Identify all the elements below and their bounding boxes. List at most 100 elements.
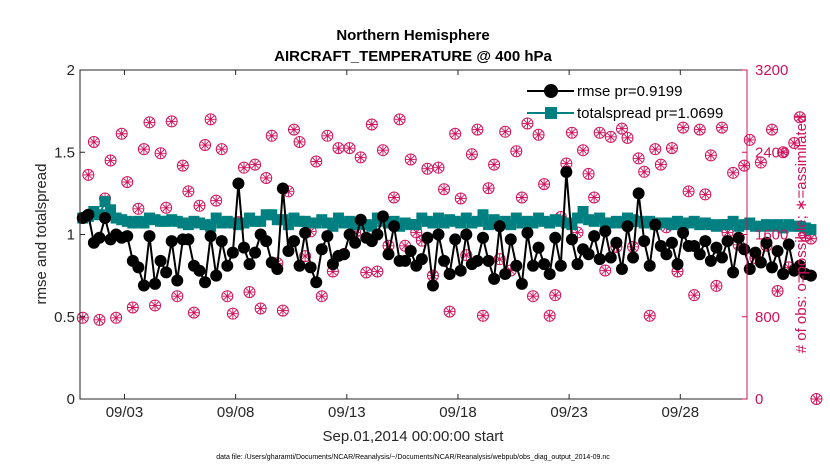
totalspread-marker — [149, 214, 161, 226]
obs-count-marker — [699, 188, 712, 201]
obs-count-marker — [204, 113, 217, 126]
rmse-marker — [287, 235, 300, 248]
totalspread-marker — [666, 219, 678, 231]
rmse-marker — [582, 248, 595, 261]
totalspread-marker — [232, 219, 244, 231]
rmse-marker — [521, 226, 534, 239]
rmse-marker — [443, 267, 456, 280]
obs-count-marker — [588, 191, 601, 204]
obs-count-marker — [632, 152, 645, 165]
y-right-tick-label: 0 — [755, 391, 763, 408]
totalspread-marker — [660, 217, 672, 229]
totalspread-marker — [160, 215, 172, 227]
rmse-marker — [182, 233, 195, 246]
obs-count-marker — [182, 185, 195, 198]
totalspread-marker — [238, 217, 250, 229]
totalspread-marker — [344, 215, 356, 227]
rmse-marker — [143, 230, 156, 243]
obs-count-marker — [121, 176, 134, 189]
obs-count-marker — [649, 143, 662, 156]
obs-count-marker — [310, 155, 323, 168]
rmse-marker — [388, 220, 401, 233]
totalspread-marker — [677, 219, 689, 231]
totalspread-marker — [738, 219, 750, 231]
obs-count-marker — [321, 129, 334, 142]
obs-count-marker — [187, 306, 200, 319]
y-right-tick-label: 1600 — [755, 227, 788, 244]
chart-subtitle: AIRCRAFT_TEMPERATURE @ 400 hPa — [274, 48, 552, 65]
obs-count-marker — [638, 165, 651, 178]
totalspread-marker — [416, 212, 428, 224]
totalspread-marker — [788, 220, 800, 232]
totalspread-marker — [433, 212, 445, 224]
legend-totalspread-marker — [545, 107, 557, 119]
obs-count-marker — [482, 182, 495, 195]
obs-count-marker — [615, 122, 628, 135]
rmse-marker — [565, 233, 578, 246]
obs-count-marker — [93, 313, 106, 326]
rmse-marker — [399, 254, 412, 267]
rmse-marker — [304, 261, 317, 274]
totalspread-marker — [205, 220, 217, 232]
rmse-marker — [677, 226, 690, 239]
totalspread-marker — [216, 217, 228, 229]
obs-count-marker — [115, 127, 128, 140]
y-left-tick-label: 0 — [67, 391, 75, 408]
rmse-marker — [621, 220, 634, 233]
totalspread-marker — [722, 219, 734, 231]
rmse-marker — [615, 263, 628, 276]
rmse-marker — [643, 259, 656, 272]
totalspread-marker — [583, 214, 595, 226]
obs-count-marker — [365, 118, 378, 131]
obs-count-marker — [471, 123, 484, 136]
totalspread-marker — [266, 209, 278, 221]
obs-count-marker — [715, 121, 728, 134]
rmse-marker — [610, 236, 623, 249]
rmse-marker — [382, 248, 395, 261]
totalspread-marker — [633, 215, 645, 227]
obs-count-marker — [766, 123, 779, 136]
x-tick-label: 09/18 — [439, 404, 477, 421]
rmse-marker — [204, 230, 217, 243]
rmse-marker — [210, 269, 223, 282]
totalspread-marker — [166, 214, 178, 226]
totalspread-marker — [716, 219, 728, 231]
rmse-marker — [93, 231, 106, 244]
x-axis-label: Sep.01,2014 00:00:00 start — [323, 428, 505, 445]
obs-count-marker — [226, 307, 239, 320]
rmse-marker — [504, 233, 517, 246]
obs-count-marker — [388, 191, 401, 204]
totalspread-marker — [332, 212, 344, 224]
rmse-marker — [476, 231, 489, 244]
rmse-marker — [571, 258, 584, 271]
rmse-marker — [132, 261, 145, 274]
rmse-marker — [488, 272, 501, 285]
rmse-marker — [471, 254, 484, 267]
rmse-marker — [738, 243, 751, 256]
rmse-marker — [766, 261, 779, 274]
obs-count-marker — [110, 311, 123, 324]
totalspread-marker — [527, 217, 539, 229]
rmse-marker — [771, 244, 784, 257]
totalspread-marker — [171, 215, 183, 227]
totalspread-marker — [577, 205, 589, 217]
totalspread-marker — [555, 215, 567, 227]
rmse-marker — [760, 236, 773, 249]
x-tick-label: 09/23 — [550, 404, 588, 421]
obs-count-marker — [104, 154, 117, 167]
rmse-marker — [721, 235, 734, 248]
totalspread-marker — [338, 217, 350, 229]
totalspread-marker — [644, 215, 656, 227]
obs-count-marker — [293, 135, 306, 148]
obs-count-marker — [810, 393, 823, 405]
totalspread-marker — [777, 222, 789, 234]
obs-count-marker — [176, 159, 189, 172]
totalspread-marker — [449, 215, 461, 227]
rmse-marker — [349, 236, 362, 249]
totalspread-marker — [127, 217, 139, 229]
totalspread-marker — [672, 215, 684, 227]
rmse-marker — [782, 238, 795, 251]
obs-count-marker — [154, 147, 167, 160]
rmse-marker — [82, 208, 95, 221]
totalspread-marker — [483, 219, 495, 231]
